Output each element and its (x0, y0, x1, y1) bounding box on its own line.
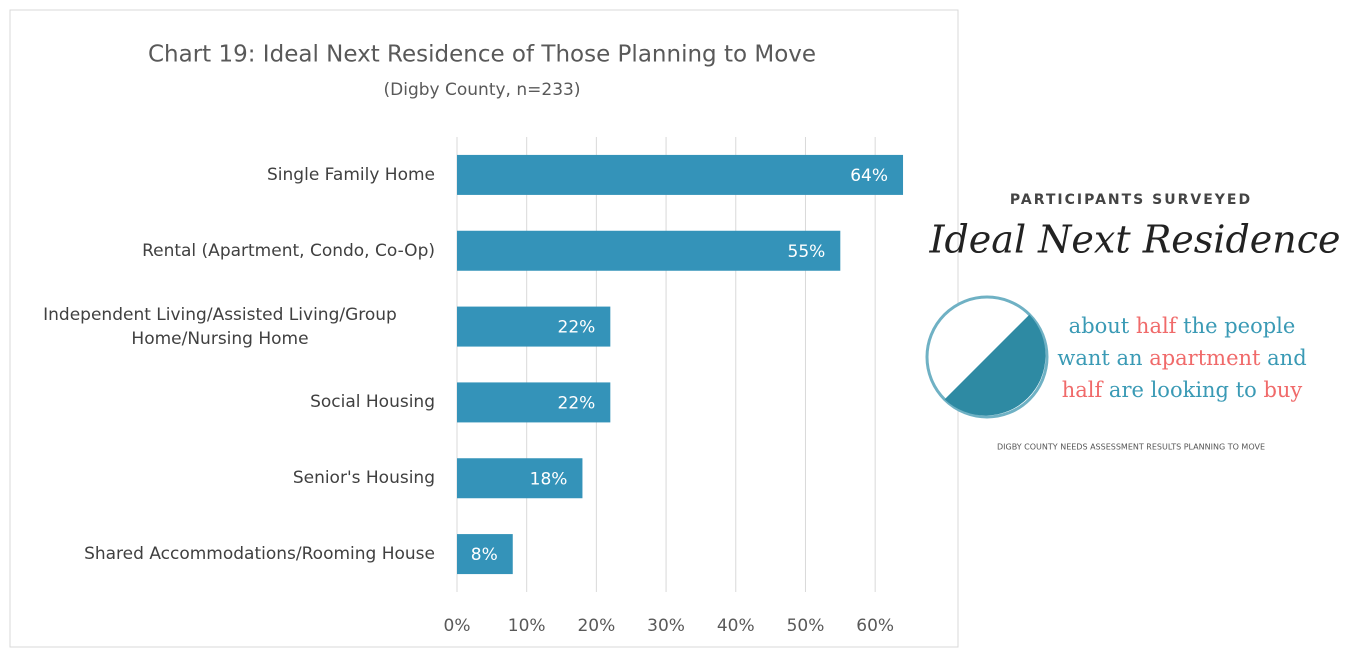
bar (457, 458, 583, 499)
info-segment: and (1260, 346, 1306, 370)
chart-subtitle: (Digby County, n=233) (384, 80, 581, 100)
infographic: PARTICIPANTS SURVEYED Ideal Next Residen… (925, 192, 1341, 452)
info-segment: want an (1057, 346, 1149, 370)
info-line: want an apartment and (1057, 346, 1306, 370)
info-line: about half the people (1069, 314, 1296, 338)
plot: 0% 10% 20% 30% 40% 50% 60% 64% 55% 22% 22% 18% 8% (444, 137, 904, 636)
data-label: 22% (558, 393, 596, 413)
category-label-box: Shared Accommodations/Rooming House (5, 542, 435, 566)
info-title: Ideal Next Residence (928, 218, 1340, 262)
x-tick-label: 60% (856, 616, 894, 636)
data-label: 22% (558, 318, 596, 338)
category-label-box: Rental (Apartment, Condo, Co-Op) (5, 239, 435, 263)
info-footer: DIGBY COUNTY NEEDS ASSESSMENT RESULTS PL… (997, 443, 1265, 452)
category-label-box: Senior's Housing (5, 466, 435, 490)
x-tick-label: 40% (717, 616, 755, 636)
x-tick-label: 50% (787, 616, 825, 636)
info-segment: are looking to (1102, 378, 1263, 402)
bar (457, 154, 904, 195)
pie-half (944, 314, 1046, 416)
info-heading: PARTICIPANTS SURVEYED (1010, 192, 1252, 208)
bar (457, 382, 611, 423)
bar (457, 230, 841, 271)
x-tick-label: 10% (508, 616, 546, 636)
category-label-box: Single Family Home (5, 163, 435, 187)
chart-title: Chart 19: Ideal Next Residence of Those … (148, 42, 816, 68)
bar (457, 534, 513, 575)
data-label: 8% (471, 545, 498, 565)
category-label-box: Independent Living/Assisted Living/Group… (5, 303, 435, 351)
y-tick-label: Independent Living/Assisted Living/Group… (43, 304, 397, 349)
y-tick-label: Senior's Housing (292, 468, 435, 489)
y-tick-label: Social Housing (310, 392, 435, 413)
info-segment: half (1062, 378, 1105, 402)
info-segment: half (1136, 314, 1179, 338)
data-label: 64% (850, 166, 888, 186)
data-label: 55% (788, 242, 826, 262)
info-line: half are looking to buy (1062, 378, 1303, 402)
y-tick-label: Shared Accommodations/Rooming House (84, 544, 435, 565)
y-tick-label: Rental (Apartment, Condo, Co-Op) (142, 240, 435, 261)
y-tick-label: Single Family Home (267, 164, 435, 185)
x-tick-label: 20% (577, 616, 615, 636)
info-segment: buy (1263, 378, 1302, 402)
bar (457, 306, 611, 347)
info-segment: about (1069, 314, 1136, 338)
info-segment: apartment (1149, 346, 1261, 370)
category-label-box: Social Housing (5, 390, 435, 414)
x-tick-label: 30% (647, 616, 685, 636)
x-tick-label: 0% (444, 616, 471, 636)
data-label: 18% (530, 469, 568, 489)
info-segment: the people (1176, 314, 1295, 338)
